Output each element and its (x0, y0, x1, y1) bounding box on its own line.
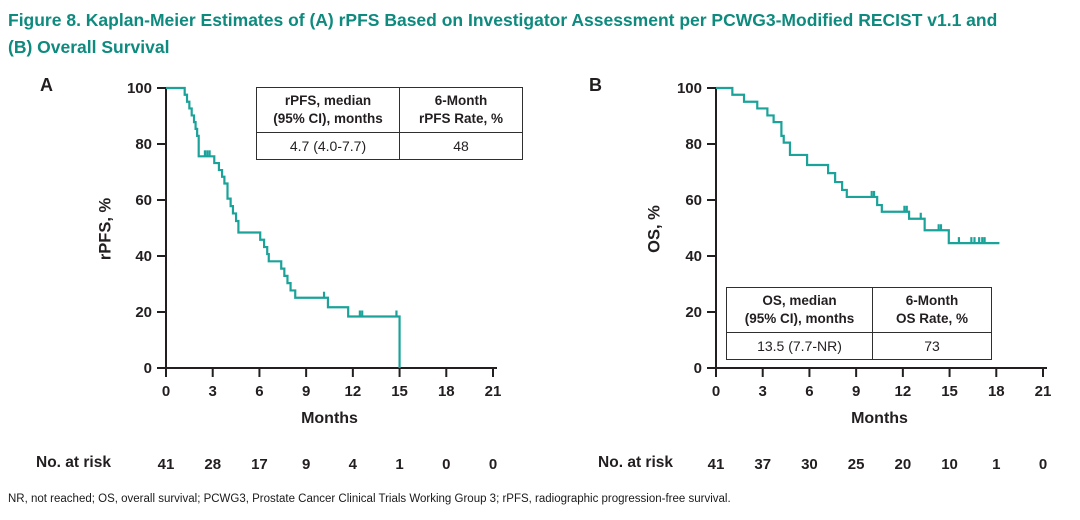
at-risk-count: 25 (848, 456, 865, 473)
panel-a-median-value: 4.7 (4.0-7.7) (256, 132, 400, 160)
at-risk-count: 17 (251, 456, 268, 473)
y-tick-label: 80 (685, 136, 702, 153)
y-tick-label: 40 (135, 248, 152, 265)
y-tick-label: 60 (685, 192, 702, 209)
at-risk-count: 20 (895, 456, 912, 473)
at-risk-count: 10 (941, 456, 958, 473)
at-risk-count: 0 (489, 456, 497, 473)
y-tick-label: 20 (685, 304, 702, 321)
panel-a-rate-value: 48 (399, 132, 523, 160)
y-tick-label: 80 (135, 136, 152, 153)
panel-b-median-value: 13.5 (7.7-NR) (726, 332, 873, 360)
x-tick-label: 12 (345, 383, 362, 400)
at-risk-count: 0 (1039, 456, 1047, 473)
at-risk-count: 4 (349, 456, 358, 473)
km-step-curve (716, 86, 1000, 245)
panel-b-rate-header: 6-Month OS Rate, % (872, 287, 992, 333)
x-tick-label: 0 (162, 383, 170, 400)
x-tick-label: 21 (1035, 383, 1052, 400)
panel-b-y-axis-title: OS, % (645, 205, 664, 253)
y-tick-label: 20 (135, 304, 152, 321)
at-risk-count: 0 (442, 456, 450, 473)
x-tick-label: 0 (712, 383, 720, 400)
x-tick-label: 3 (759, 383, 767, 400)
x-tick-label: 15 (391, 383, 408, 400)
x-tick-label: 6 (805, 383, 813, 400)
at-risk-count: 1 (395, 456, 403, 473)
km-step-curve (166, 86, 401, 368)
at-risk-count: 41 (158, 456, 175, 473)
at-risk-count: 28 (204, 456, 221, 473)
abbreviations-footnote: NR, not reached; OS, overall survival; P… (8, 493, 731, 505)
at-risk-count: 37 (754, 456, 771, 473)
panel-a-rate-header: 6-Month rPFS Rate, % (399, 87, 523, 133)
panel-b-median-header: OS, median (95% CI), months (726, 287, 873, 333)
panel-b-summary-table: OS, median (95% CI), months 6-Month OS R… (726, 287, 992, 360)
at-risk-count: 41 (708, 456, 725, 473)
panel-b-letter: B (589, 75, 602, 95)
x-tick-label: 6 (255, 383, 263, 400)
y-tick-label: 100 (677, 80, 702, 97)
y-tick-label: 60 (135, 192, 152, 209)
panel-b-rate-value: 73 (872, 332, 992, 360)
x-tick-label: 18 (438, 383, 455, 400)
y-tick-label: 0 (694, 360, 702, 377)
panel-a-y-axis-title: rPFS, % (96, 197, 115, 261)
panel-b-x-axis-title: Months (851, 410, 908, 427)
panel-a-summary-table: rPFS, median (95% CI), months 6-Month rP… (256, 87, 523, 160)
panel-b-at-risk-label: No. at risk (598, 454, 673, 471)
y-tick-label: 40 (685, 248, 702, 265)
y-tick-label: 100 (127, 80, 152, 97)
at-risk-count: 30 (801, 456, 818, 473)
panel-a-letter: A (40, 75, 53, 95)
x-tick-label: 18 (988, 383, 1005, 400)
panel-a-x-axis-title: Months (301, 410, 358, 427)
x-tick-label: 9 (302, 383, 310, 400)
at-risk-count: 1 (992, 456, 1000, 473)
x-tick-label: 3 (209, 383, 217, 400)
y-tick-label: 0 (144, 360, 152, 377)
panel-a-median-header: rPFS, median (95% CI), months (256, 87, 400, 133)
x-tick-label: 15 (941, 383, 958, 400)
at-risk-count: 9 (302, 456, 310, 473)
x-tick-label: 9 (852, 383, 860, 400)
x-tick-label: 21 (485, 383, 502, 400)
panel-a-at-risk-label: No. at risk (36, 454, 111, 471)
x-tick-label: 12 (895, 383, 912, 400)
figure-title: Figure 8. Kaplan-Meier Estimates of (A) … (8, 10, 998, 58)
